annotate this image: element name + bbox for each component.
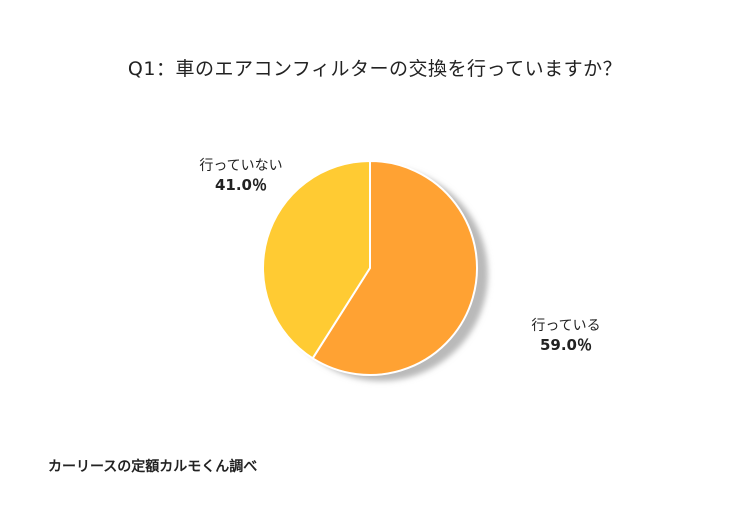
slice-label-1: 行っている: [531, 318, 600, 334]
chart-title: Q1：車のエアコンフィルターの交換を行っていますか？: [127, 58, 623, 80]
slice-value-label-2: 41.0％: [215, 176, 267, 194]
pie-slice-2: [262, 159, 371, 360]
slice-value-label-1: 59.0％: [540, 336, 592, 354]
pie-slice-1: [311, 159, 478, 376]
slice-label-2: 行っていない: [199, 158, 282, 174]
source-note: カーリースの定額カルモくん調べ: [48, 459, 258, 475]
